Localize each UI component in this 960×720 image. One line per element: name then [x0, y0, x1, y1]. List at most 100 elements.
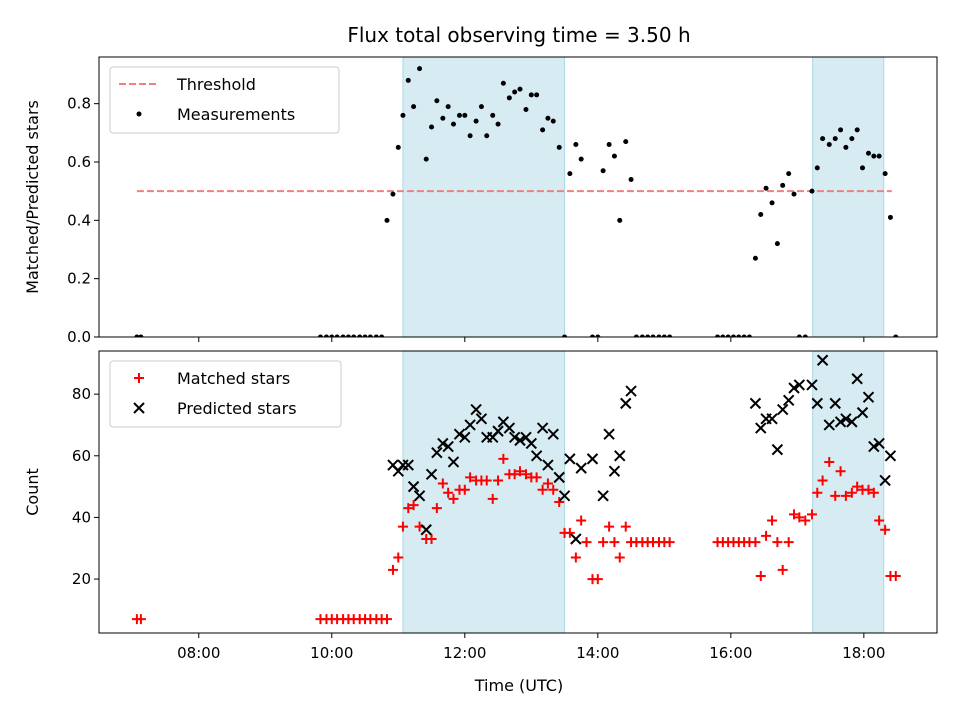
dot-point	[534, 92, 540, 98]
dot-point	[362, 334, 368, 337]
dot-point	[329, 334, 335, 337]
dot-point	[373, 334, 379, 337]
plus-point	[509, 469, 520, 480]
dot-point	[134, 334, 140, 337]
plus-point	[840, 490, 851, 501]
x-point	[570, 533, 582, 545]
plus-point	[609, 537, 620, 548]
x-point	[873, 437, 885, 450]
dot-point	[400, 112, 406, 118]
x-tick-label: 18:00	[842, 644, 885, 662]
x-point	[620, 397, 632, 410]
dot-point	[467, 133, 473, 139]
plus-point	[592, 574, 603, 585]
plus-point	[806, 509, 817, 520]
dot-point	[720, 334, 726, 337]
x-tick-label: 10:00	[310, 644, 353, 662]
dot-point	[440, 115, 446, 121]
legend-box	[109, 66, 340, 134]
dot-point	[774, 241, 780, 247]
dot-point	[550, 118, 556, 124]
dot-point	[791, 191, 797, 197]
dot-point	[741, 334, 747, 337]
x-point	[771, 443, 784, 456]
dot-point	[517, 86, 523, 92]
x-point	[431, 446, 443, 459]
plus-point	[393, 552, 404, 563]
plus-point	[830, 490, 841, 501]
plus-point	[664, 537, 675, 548]
plus-point	[824, 456, 835, 467]
dot-point	[512, 89, 518, 95]
plus-point	[817, 475, 828, 486]
x-point	[614, 450, 626, 462]
dot-point	[736, 334, 742, 337]
dot-point	[826, 142, 832, 147]
x-point	[766, 413, 778, 425]
dot-point	[865, 150, 871, 156]
dot-point	[490, 112, 496, 118]
dot-point	[478, 104, 484, 110]
plus-point	[576, 515, 587, 526]
plus-point	[794, 512, 805, 523]
x-point	[492, 425, 504, 437]
x-point	[793, 379, 806, 391]
legend-marker	[133, 402, 145, 414]
plus-point	[761, 530, 772, 541]
x-point	[816, 354, 829, 366]
plus-point	[614, 552, 625, 563]
x-point	[530, 450, 543, 462]
panel-1: 0.0 0.2 0.4 0.6 0.8 Threshold Measurements	[67, 56, 938, 346]
dot-point	[317, 334, 323, 337]
x-point	[536, 422, 549, 434]
dot-point	[809, 188, 815, 194]
dot-point	[667, 334, 673, 337]
plus-point	[481, 475, 492, 486]
x-point	[470, 403, 482, 416]
dot-point	[578, 156, 584, 162]
dot-point	[763, 185, 769, 191]
legend-entry-label: Predicted stars	[177, 399, 297, 418]
plus-point	[620, 521, 631, 532]
x-point	[453, 428, 466, 440]
dot-point	[567, 171, 573, 177]
x-point	[840, 413, 852, 425]
dot-point	[411, 104, 417, 110]
dot-point	[405, 77, 411, 83]
series-matched-stars	[131, 453, 901, 625]
y-tick-label: 0.2	[67, 270, 91, 288]
dot-point	[611, 153, 617, 159]
y-tick-label: 0.4	[67, 211, 91, 229]
panel-1-frame	[98, 56, 938, 338]
x-tick-label: 14:00	[576, 644, 619, 662]
x-point	[749, 397, 762, 410]
plus-point	[880, 524, 891, 535]
plus-point	[403, 503, 414, 514]
legend-marker	[134, 373, 144, 383]
dot-point	[854, 127, 860, 133]
dot-point	[506, 95, 512, 101]
plus-point	[437, 478, 448, 489]
dot-point	[843, 144, 849, 150]
x-point	[553, 471, 565, 484]
plot-area: 0.0 0.2 0.4 0.6 0.8 Threshold Measurements 20 40…	[67, 56, 938, 662]
plus-point	[465, 472, 476, 483]
plus-point	[852, 481, 863, 492]
x-point	[575, 462, 587, 474]
plus-point	[443, 487, 454, 498]
dot-point	[417, 66, 423, 72]
x-point	[829, 397, 841, 410]
x-point	[542, 459, 554, 471]
plus-point	[487, 493, 498, 504]
dot-point	[893, 334, 899, 337]
plus-point	[397, 521, 408, 532]
plus-point	[548, 484, 559, 495]
x-point	[447, 456, 460, 468]
dot-point	[495, 121, 501, 127]
x-point	[503, 422, 516, 434]
dot-point	[540, 127, 546, 133]
dot-point	[429, 124, 435, 130]
dot-point	[860, 165, 866, 171]
y-tick-label: 0.0	[67, 328, 91, 346]
plus-point	[537, 484, 548, 495]
